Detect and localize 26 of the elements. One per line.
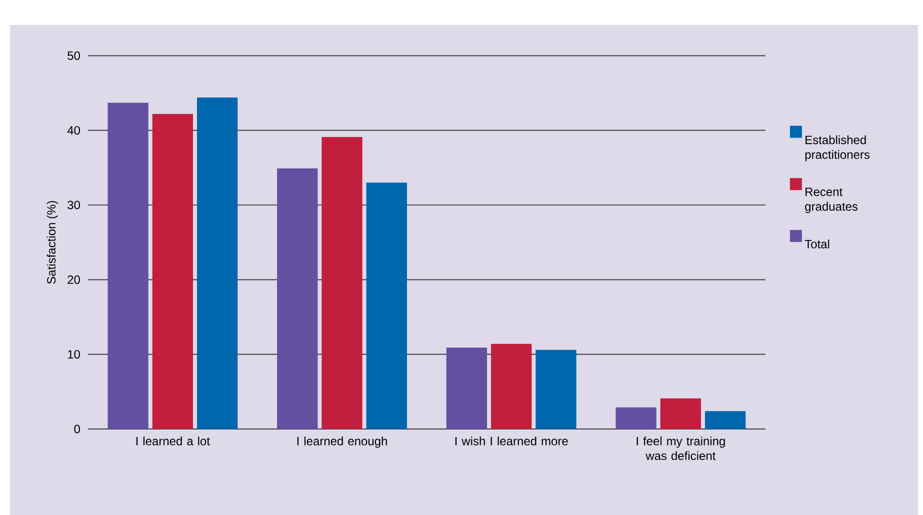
y-tick-label: 0 — [74, 424, 80, 434]
y-tick-label: 40 — [67, 126, 80, 135]
bar — [491, 344, 532, 429]
bar — [108, 102, 148, 429]
legend-label: Established practitioners — [805, 135, 870, 162]
y-tick-label: 20 — [68, 275, 80, 284]
x-tick-label: I feel my training was deficient — [636, 436, 725, 460]
x-tick-label: I learned a lot — [136, 436, 210, 446]
x-tick-label: I wish I learned more — [455, 436, 568, 446]
x-tick-label: I learned enough — [297, 436, 387, 448]
legend-label: Recent graduates — [805, 188, 858, 214]
y-tick-label: 10 — [68, 350, 80, 359]
y-tick-label: 50 — [68, 51, 80, 60]
bar — [152, 114, 193, 429]
y-tick-label: 30 — [68, 200, 80, 210]
bar — [277, 168, 318, 429]
bar — [660, 398, 701, 429]
bar — [366, 182, 407, 429]
bar — [704, 411, 746, 429]
bar — [322, 137, 362, 429]
bar — [446, 348, 488, 429]
bar — [616, 407, 656, 429]
y-axis-title: Satisfaction (%) — [46, 201, 58, 284]
legend-label: Total — [804, 240, 830, 248]
bar — [536, 350, 576, 429]
bar — [196, 97, 238, 429]
